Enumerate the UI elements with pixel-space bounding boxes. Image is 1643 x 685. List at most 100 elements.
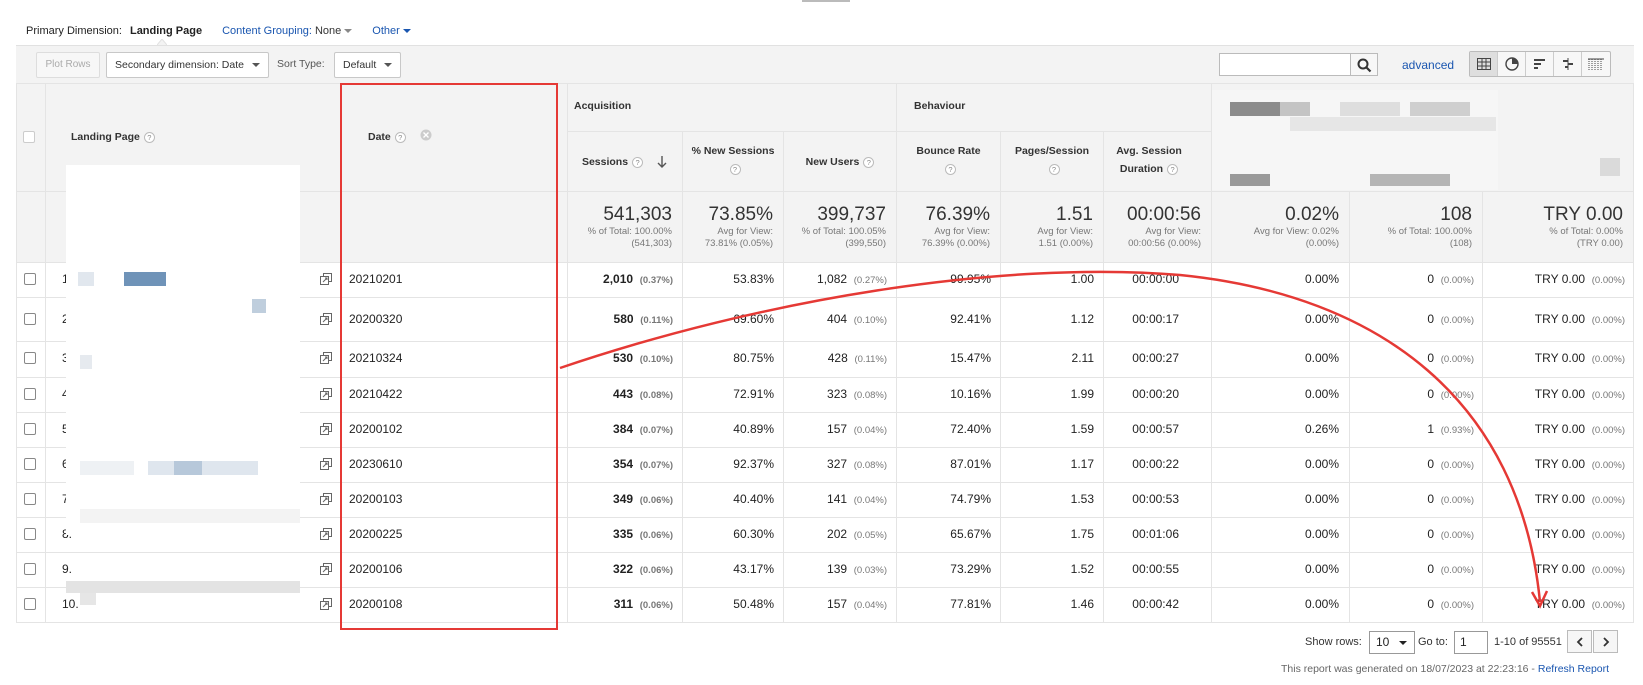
sort-type-select[interactable]: Default: [334, 52, 402, 78]
help-icon[interactable]: ?: [945, 163, 956, 175]
open-page-icon[interactable]: [320, 423, 332, 435]
row-new-users: 202 (0.05%): [827, 527, 887, 541]
row-date[interactable]: 20200106: [349, 562, 403, 576]
help-icon[interactable]: ?: [1167, 163, 1179, 175]
prev-page-button[interactable]: [1567, 630, 1592, 653]
pivot-view-button[interactable]: [1582, 52, 1610, 76]
row-goal-completions: 0 (0.00%): [1427, 527, 1474, 541]
row-date[interactable]: 20210422: [349, 387, 403, 401]
row-date[interactable]: 20200320: [349, 312, 403, 326]
plot-rows-button[interactable]: Plot Rows: [36, 52, 100, 78]
row-goal-completions: 0 (0.00%): [1427, 457, 1474, 471]
row-new-users-percent: (0.27%): [853, 275, 887, 286]
row-goal-completions-value: 0: [1427, 312, 1435, 326]
open-page-icon[interactable]: [320, 598, 332, 610]
pages-session-header[interactable]: Pages/Session?: [1001, 142, 1103, 178]
row-goal-completions-percent: (0.00%): [1440, 565, 1474, 576]
comparison-view-button[interactable]: [1554, 52, 1582, 76]
avg-session-duration-header[interactable]: Avg. Session Duration?: [1114, 142, 1184, 178]
row-sessions: 443 (0.08%): [613, 387, 673, 401]
row-goal-completions-percent: (0.93%): [1440, 425, 1474, 436]
comparison-view-icon: [1562, 58, 1573, 70]
row-date[interactable]: 20210324: [349, 351, 403, 365]
row-date[interactable]: 20210201: [349, 272, 403, 286]
total-subtext: 1.51 (0.00%): [1038, 238, 1093, 249]
content-grouping-label[interactable]: Content Grouping:: [222, 25, 312, 37]
blurred-block: [1370, 174, 1450, 186]
row-sessions-percent: (0.37%): [639, 275, 673, 286]
new-sessions-header[interactable]: % New Sessions?: [683, 142, 783, 178]
next-page-button[interactable]: [1593, 630, 1618, 653]
row-checkbox[interactable]: [24, 563, 36, 575]
row-new-sessions: 53.83%: [733, 272, 774, 286]
row-sessions-percent: (0.06%): [639, 600, 673, 611]
performance-view-button[interactable]: [1526, 52, 1554, 76]
open-page-icon[interactable]: [320, 313, 332, 325]
secondary-dimension-select[interactable]: Secondary dimension: Date: [106, 52, 269, 78]
sessions-header[interactable]: Sessions?: [567, 153, 682, 171]
help-icon[interactable]: ?: [863, 156, 875, 168]
row-date[interactable]: 20200103: [349, 492, 403, 506]
refresh-report-link[interactable]: Refresh Report: [1537, 663, 1610, 675]
row-conversion-rate: 0.00%: [1304, 272, 1339, 286]
open-page-icon[interactable]: [320, 352, 332, 364]
row-new-users: 139 (0.03%): [827, 562, 887, 576]
row-date[interactable]: 20230610: [349, 457, 403, 471]
chevron-down-icon: [402, 29, 411, 34]
row-date[interactable]: 20200108: [349, 597, 403, 611]
row-date[interactable]: 20200102: [349, 422, 403, 436]
goto-page-input[interactable]: 1: [1454, 631, 1488, 654]
other-dimension-dropdown[interactable]: Other: [372, 25, 411, 37]
row-sessions-percent: (0.07%): [639, 460, 673, 471]
table-view-button[interactable]: [1470, 52, 1498, 76]
new-users-header[interactable]: New Users?: [784, 153, 896, 171]
row-checkbox[interactable]: [24, 528, 36, 540]
date-header[interactable]: Date?: [368, 131, 406, 143]
open-page-icon[interactable]: [320, 273, 332, 285]
row-goal-value-value: TRY 0.00: [1534, 312, 1586, 326]
select-all-checkbox[interactable]: [23, 131, 35, 143]
row-goal-value-percent: (0.00%): [1591, 390, 1625, 401]
open-page-icon[interactable]: [320, 493, 332, 505]
open-page-icon[interactable]: [320, 388, 332, 400]
row-checkbox[interactable]: [24, 352, 36, 364]
row-goal-completions-value: 0: [1427, 562, 1435, 576]
content-grouping-dropdown[interactable]: None: [314, 25, 353, 37]
row-checkbox[interactable]: [24, 458, 36, 470]
grid-line: [45, 83, 46, 622]
chevron-down-icon: [384, 63, 393, 68]
bounce-rate-header[interactable]: Bounce Rate?: [897, 142, 1000, 178]
open-page-icon[interactable]: [320, 528, 332, 540]
help-icon[interactable]: ?: [143, 131, 155, 143]
show-rows-select[interactable]: 10: [1369, 631, 1415, 654]
remove-secondary-dimension-icon[interactable]: [420, 129, 432, 141]
dimension-landing-page[interactable]: Landing Page: [129, 25, 203, 37]
row-date[interactable]: 20200225: [349, 527, 403, 541]
help-icon[interactable]: ?: [729, 163, 741, 175]
row-sessions: 2,010 (0.37%): [603, 272, 673, 286]
help-icon[interactable]: ?: [632, 156, 644, 168]
row-checkbox[interactable]: [24, 598, 36, 610]
sort-descending-icon[interactable]: [657, 156, 667, 169]
row-new-sessions: 92.37%: [733, 457, 774, 471]
open-page-icon[interactable]: [320, 563, 332, 575]
help-icon[interactable]: ?: [394, 131, 406, 143]
total-cell: 399,737% of Total: 100.05% (399,550): [783, 204, 886, 250]
search-button[interactable]: [1351, 53, 1378, 76]
row-checkbox[interactable]: [24, 423, 36, 435]
open-page-icon[interactable]: [320, 458, 332, 470]
content-grouping-value: None: [314, 25, 342, 37]
blurred-block: [1230, 174, 1270, 186]
table-search-input[interactable]: [1219, 53, 1351, 76]
landing-page-header[interactable]: Landing Page?: [71, 131, 155, 143]
advanced-filter-link[interactable]: advanced: [1402, 58, 1455, 72]
row-avg-duration: 00:00:42: [1132, 597, 1179, 611]
pie-view-button[interactable]: [1498, 52, 1526, 76]
row-checkbox[interactable]: [24, 313, 36, 325]
row-checkbox[interactable]: [24, 388, 36, 400]
row-checkbox[interactable]: [24, 273, 36, 285]
grid-line: [16, 447, 1634, 448]
help-icon[interactable]: ?: [1048, 163, 1060, 175]
grid-line: [1211, 83, 1212, 622]
row-checkbox[interactable]: [24, 493, 36, 505]
